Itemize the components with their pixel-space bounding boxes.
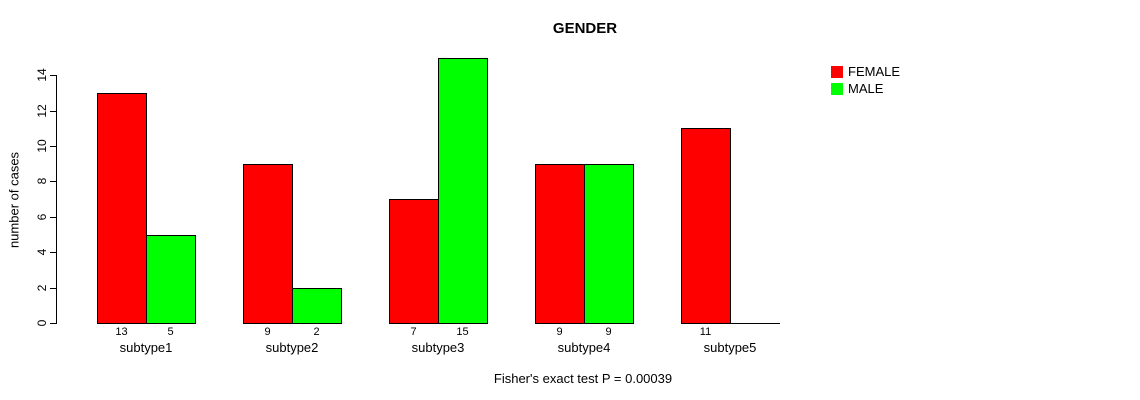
- y-tick-label: 14: [35, 68, 49, 82]
- bar-male-subtype2: [292, 287, 342, 324]
- bar-female-subtype3: [389, 199, 439, 324]
- y-tick: [50, 252, 57, 254]
- y-tick-label: 8: [35, 178, 49, 185]
- category-label-subtype3: subtype3: [411, 340, 465, 355]
- bar-male-subtype4: [584, 163, 634, 324]
- y-tick: [50, 181, 57, 183]
- category-label-subtype4: subtype4: [557, 340, 611, 355]
- bar-female-subtype1: [97, 92, 147, 324]
- y-tick: [50, 323, 57, 324]
- legend-item-male: MALE: [831, 80, 900, 97]
- y-tick: [50, 110, 57, 112]
- bar-value-label: 11: [699, 326, 712, 338]
- legend-swatch-female: [831, 65, 843, 78]
- legend-item-female: FEMALE: [831, 63, 900, 80]
- y-tick-label: 10: [35, 139, 49, 153]
- bar-female-subtype2: [243, 163, 293, 324]
- y-axis-line: [56, 75, 57, 324]
- bar-value-label: 9: [556, 326, 563, 338]
- category-label-subtype2: subtype2: [265, 340, 319, 355]
- y-tick: [50, 216, 57, 218]
- legend-swatch-male: [831, 82, 843, 95]
- bar-male-subtype1: [146, 234, 196, 324]
- bar-value-label: 7: [410, 326, 417, 338]
- bar-value-label: 9: [605, 326, 612, 338]
- legend-label-male: MALE: [848, 81, 884, 96]
- y-tick: [50, 146, 57, 147]
- bar-female-subtype5: [681, 128, 731, 324]
- chart-title: GENDER: [552, 20, 618, 37]
- y-tick: [50, 75, 57, 77]
- bar-male-subtype5-zero: [730, 323, 780, 324]
- category-label-subtype1: subtype1: [119, 340, 173, 355]
- y-tick-label: 4: [35, 248, 49, 256]
- bar-value-label: 13: [115, 326, 128, 338]
- bar-value-label: 5: [167, 326, 174, 338]
- category-label-subtype5: subtype5: [703, 340, 757, 355]
- y-tick-label: 2: [35, 284, 49, 291]
- bar-value-label: 2: [313, 326, 320, 338]
- y-tick: [50, 287, 57, 289]
- y-tick-label: 0: [35, 319, 49, 327]
- legend-label-female: FEMALE: [848, 64, 901, 79]
- annotation-fishers-exact-test: Fisher's exact test P = 0.00039: [493, 371, 673, 386]
- bar-female-subtype4: [535, 163, 585, 324]
- y-tick-label: 12: [35, 103, 49, 118]
- bar-value-label: 9: [264, 326, 271, 338]
- bar-value-label: 15: [456, 326, 469, 338]
- y-tick-label: 6: [35, 213, 49, 221]
- legend: FEMALE MALE: [831, 63, 900, 97]
- bar-male-subtype3: [438, 57, 488, 324]
